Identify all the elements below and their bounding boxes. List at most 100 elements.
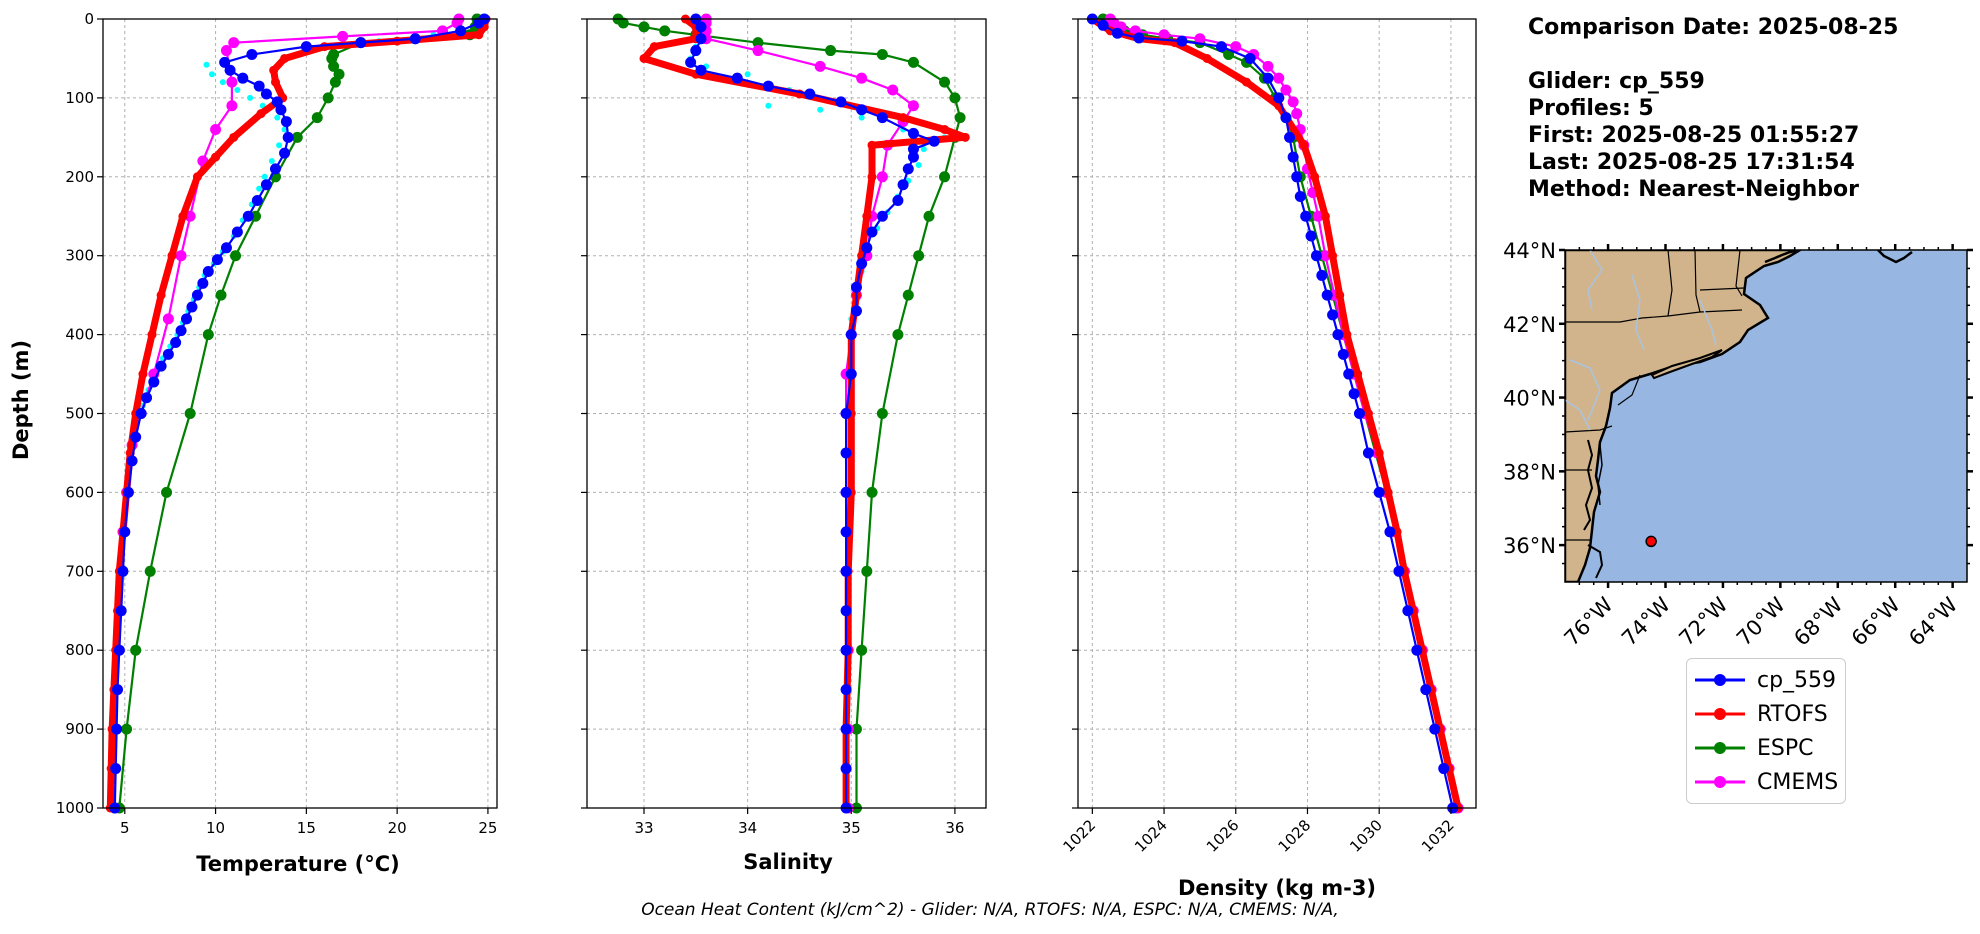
data-point bbox=[229, 132, 239, 142]
data-point bbox=[1305, 230, 1317, 242]
data-point bbox=[1342, 330, 1352, 340]
data-point bbox=[913, 250, 925, 262]
data-point bbox=[731, 72, 743, 84]
y-tick-label: 800 bbox=[65, 641, 94, 659]
data-point bbox=[856, 104, 868, 116]
salinity-axis-label: Salinity bbox=[743, 850, 833, 874]
data-point bbox=[858, 114, 865, 121]
density-depth-panel: 1022 1024 1026 1028 1030 1032 bbox=[1059, 13, 1477, 856]
y-tick-label: 0 bbox=[84, 10, 94, 28]
data-point bbox=[752, 37, 764, 49]
data-point bbox=[617, 17, 629, 29]
legend-label: CMEMS bbox=[1757, 769, 1839, 795]
data-point bbox=[876, 112, 888, 124]
data-point bbox=[184, 408, 196, 419]
data-point bbox=[220, 242, 232, 254]
data-point bbox=[1273, 92, 1285, 104]
data-point bbox=[835, 96, 847, 108]
data-point bbox=[275, 104, 287, 116]
y-tick-label: 600 bbox=[65, 483, 94, 501]
data-point bbox=[175, 325, 187, 337]
data-point bbox=[274, 114, 281, 121]
lat-tick-label: 44°N bbox=[1503, 239, 1556, 263]
data-point bbox=[1362, 447, 1374, 459]
data-point bbox=[765, 102, 772, 109]
data-point bbox=[638, 21, 650, 33]
data-point bbox=[659, 25, 671, 37]
y-tick-label: 1000 bbox=[56, 799, 94, 817]
data-point bbox=[242, 210, 254, 222]
data-point bbox=[1300, 210, 1312, 222]
x-tick-label: 36 bbox=[945, 819, 964, 837]
legend-swatch-icon bbox=[1695, 708, 1745, 720]
data-point bbox=[1337, 348, 1349, 360]
data-point bbox=[219, 56, 231, 68]
data-point bbox=[175, 250, 187, 262]
data-point bbox=[260, 179, 272, 191]
data-point bbox=[1393, 565, 1405, 577]
data-point bbox=[939, 76, 951, 88]
last-time: Last: 2025-08-25 17:31:54 bbox=[1528, 150, 1855, 175]
method: Method: Nearest-Neighbor bbox=[1528, 177, 1859, 202]
data-point bbox=[817, 106, 824, 113]
data-point bbox=[219, 79, 226, 86]
data-point bbox=[1332, 329, 1344, 341]
lon-tick-label: 68°W bbox=[1789, 592, 1847, 650]
data-point bbox=[1310, 172, 1320, 182]
data-point bbox=[840, 723, 852, 735]
data-point bbox=[226, 76, 238, 88]
pamlico-sound bbox=[1587, 544, 1604, 579]
data-point bbox=[162, 313, 174, 325]
data-point bbox=[1321, 289, 1333, 301]
data-point bbox=[135, 408, 147, 419]
data-point bbox=[887, 84, 899, 96]
data-point bbox=[170, 336, 182, 348]
lon-tick-label: 70°W bbox=[1732, 592, 1790, 650]
data-point bbox=[939, 171, 951, 183]
data-point bbox=[1244, 52, 1256, 64]
maine-coast bbox=[1764, 250, 1913, 264]
data-point bbox=[866, 226, 878, 238]
data-point bbox=[162, 348, 174, 360]
data-point bbox=[752, 45, 764, 57]
legend-label: RTOFS bbox=[1757, 701, 1828, 727]
series-line bbox=[617, 17, 962, 810]
data-point bbox=[1287, 96, 1299, 108]
data-point bbox=[814, 60, 826, 72]
data-point bbox=[161, 486, 173, 498]
data-point bbox=[119, 526, 131, 538]
series-cp-559 bbox=[109, 13, 490, 814]
data-point bbox=[328, 60, 340, 72]
data-point bbox=[115, 605, 127, 617]
data-point bbox=[197, 277, 209, 289]
data-point bbox=[167, 251, 177, 261]
data-point bbox=[876, 171, 888, 183]
data-point bbox=[1348, 388, 1360, 400]
glider-location-map: 44°N 42°N 40°N 38°N 36°N 76°W 74°W 72°W 70°W 68°W… bbox=[1503, 239, 1973, 651]
data-point bbox=[113, 644, 125, 656]
y-tick-label: 200 bbox=[65, 168, 94, 186]
data-point bbox=[1319, 250, 1331, 262]
data-point bbox=[825, 45, 837, 57]
data-point bbox=[850, 723, 862, 735]
data-point bbox=[1310, 250, 1322, 262]
data-point bbox=[685, 56, 697, 68]
data-point bbox=[892, 194, 904, 206]
data-point bbox=[111, 723, 123, 735]
x-tick-label: 1032 bbox=[1418, 816, 1458, 856]
legend-item-espc: ESPC bbox=[1693, 731, 1839, 765]
data-point bbox=[928, 135, 940, 147]
data-point bbox=[907, 143, 919, 155]
data-point bbox=[907, 151, 919, 163]
data-point bbox=[473, 17, 485, 29]
data-point bbox=[1194, 33, 1206, 45]
lat-tick-label: 40°N bbox=[1503, 387, 1556, 411]
data-point bbox=[144, 565, 156, 577]
data-point bbox=[1343, 368, 1355, 380]
data-point bbox=[907, 127, 919, 139]
x-tick-label: 33 bbox=[634, 819, 653, 837]
data-point bbox=[253, 80, 265, 92]
data-point bbox=[1438, 763, 1450, 775]
data-point bbox=[121, 723, 133, 735]
data-point bbox=[155, 360, 167, 372]
